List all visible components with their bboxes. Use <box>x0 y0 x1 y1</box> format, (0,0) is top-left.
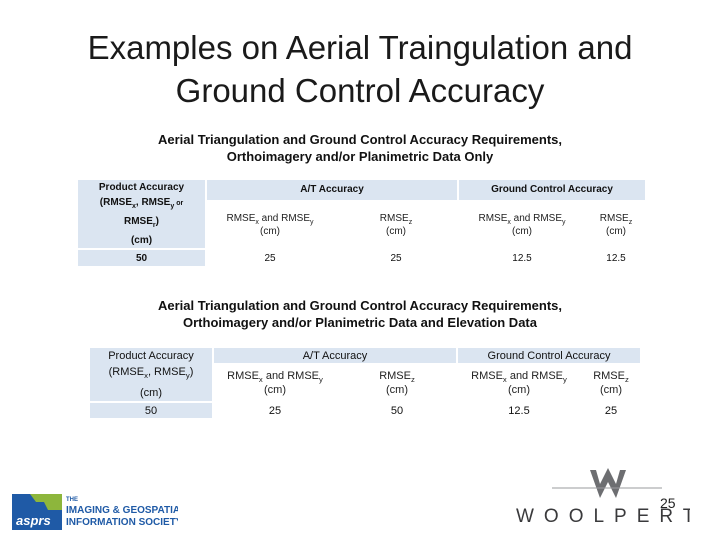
pa-line2-a: (RMSE <box>108 366 145 379</box>
pa-line2-b: , RMSE <box>135 197 171 208</box>
slide-title: Examples on Aerial Traingulation and Gro… <box>0 26 720 112</box>
col-sub: z <box>408 218 413 226</box>
col-gc-rmse-xy: RMSEx and RMSEy (cm) <box>458 365 580 401</box>
col-gc-rmse-z: RMSEz (cm) <box>587 202 645 248</box>
col-text: RMSE <box>227 369 259 382</box>
asprs-logo-line2: IMAGING & GEOSPATIAL <box>66 505 178 516</box>
asprs-logo: asprs THE IMAGING & GEOSPATIAL INFORMATI… <box>10 488 178 532</box>
col-text: RMSE <box>379 212 409 224</box>
row-at-xy-value: 25 <box>264 252 276 264</box>
table2-caption: Aerial Triangulation and Ground Control … <box>0 297 720 331</box>
col-unit: (cm) <box>264 384 286 397</box>
product-accuracy-header: Product Accuracy (RMSEx, RMSEy or RMSEr)… <box>78 180 205 248</box>
pa-line1: Product Accuracy <box>98 182 185 193</box>
table2-caption-line1: Aerial Triangulation and Ground Control … <box>157 298 563 313</box>
pa-line2-a: (RMSE <box>99 197 132 208</box>
col-sub: y <box>563 375 567 385</box>
asprs-logo-mark: asprs <box>16 513 51 528</box>
table1-caption: Aerial Triangulation and Ground Control … <box>0 131 720 165</box>
pa-line2-b: , RMSE <box>147 366 186 379</box>
col-unit: (cm) <box>600 384 622 397</box>
pa-line1: Product Accuracy <box>108 350 194 363</box>
asprs-logo-leaf <box>30 494 62 510</box>
row-at-z-value: 50 <box>390 404 404 417</box>
col-sub: x <box>507 218 511 226</box>
row-at-xy-value: 25 <box>268 404 282 417</box>
col-text: RMSE <box>599 212 629 224</box>
table1-caption-line2: Orthoimagery and/or Planimetric Data Onl… <box>226 149 494 164</box>
col-sub: z <box>410 375 415 385</box>
col-at-rmse-xy: RMSEx and RMSEy (cm) <box>214 365 336 401</box>
pa-sub-x: x <box>132 203 136 210</box>
pa-line3: (cm) <box>140 386 162 399</box>
pa-sub-r: r <box>152 222 156 229</box>
col-at-rmse-xy: RMSEx and RMSEy (cm) <box>207 202 333 248</box>
row-at-z-value: 25 <box>390 252 402 264</box>
col-sub: z <box>624 375 629 385</box>
woolpert-logo: WOOLPERT <box>516 468 690 526</box>
col-sub: x <box>502 375 507 385</box>
col-text: RMSE <box>471 369 503 382</box>
at-accuracy-header: A/T Accuracy <box>207 180 457 200</box>
table1-caption-line1: Aerial Triangulation and Ground Control … <box>157 132 563 147</box>
table2-caption-line2: Orthoimagery and/or Planimetric Data and… <box>183 315 537 330</box>
col-sub: y <box>319 375 323 385</box>
row-gc-z-value: 25 <box>604 404 618 417</box>
asprs-logo-line3: INFORMATION SOCIETY <box>66 517 178 528</box>
row-product-value: 50 <box>90 403 212 418</box>
pa-line2-c: or <box>174 200 184 207</box>
ground-control-accuracy-header: Ground Control Accuracy <box>459 180 645 200</box>
slide-title-line1: Examples on Aerial Traingulation and <box>87 29 633 66</box>
col-sub: x <box>258 375 263 385</box>
col-gc-rmse-z: RMSEz (cm) <box>582 365 640 401</box>
woolpert-wordmark: WOOLPERT <box>516 506 690 526</box>
col-unit: (cm) <box>606 225 626 237</box>
col-text: RMSE <box>379 369 411 382</box>
col-sub: y <box>562 218 566 226</box>
row-gc-xy-value: 12.5 <box>508 404 530 417</box>
col-text: and RMSE <box>510 212 563 224</box>
col-at-rmse-z: RMSEz (cm) <box>338 365 456 401</box>
row-gc-xy-value: 12.5 <box>512 252 532 264</box>
row-gc-z-value: 12.5 <box>606 252 626 264</box>
product-accuracy-header: Product Accuracy (RMSEx, RMSEy) (cm) <box>90 348 212 401</box>
row-product-value: 50 <box>78 250 205 266</box>
pa-sub-y: y <box>170 203 175 210</box>
asprs-logo-line1: THE <box>66 497 78 503</box>
pa-sub-x: x <box>144 371 148 381</box>
pa-line4: (cm) <box>130 235 153 246</box>
col-sub: y <box>310 218 314 226</box>
slide-title-line2: Ground Control Accuracy <box>175 72 545 109</box>
col-text: RMSE <box>478 212 508 224</box>
at-accuracy-header: A/T Accuracy <box>214 348 456 363</box>
accuracy-table-planimetric: Product Accuracy (RMSEx, RMSEy or RMSEr)… <box>76 178 647 268</box>
col-gc-rmse-xy: RMSEx and RMSEy (cm) <box>459 202 585 248</box>
woolpert-w-mark <box>590 468 626 498</box>
col-text: and RMSE <box>262 369 320 382</box>
pa-line2-c: ) <box>189 366 194 379</box>
col-sub: x <box>255 218 259 226</box>
col-text: and RMSE <box>258 212 311 224</box>
col-text: RMSE <box>226 212 256 224</box>
col-unit: (cm) <box>260 225 280 237</box>
col-sub: z <box>628 218 633 226</box>
col-text: RMSE <box>593 369 625 382</box>
ground-control-accuracy-header: Ground Control Accuracy <box>458 348 640 363</box>
pa-line3-b: ) <box>155 216 159 227</box>
col-unit: (cm) <box>386 384 408 397</box>
page-number: 25 <box>660 495 676 511</box>
col-at-rmse-z: RMSEz (cm) <box>335 202 457 248</box>
pa-line3-a: RMSE <box>124 216 153 227</box>
col-text: and RMSE <box>506 369 564 382</box>
col-unit: (cm) <box>508 384 530 397</box>
col-unit: (cm) <box>386 225 406 237</box>
col-unit: (cm) <box>512 225 532 237</box>
pa-sub-y: y <box>185 371 190 381</box>
accuracy-table-elevation: Product Accuracy (RMSEx, RMSEy) (cm) A/T… <box>88 346 642 420</box>
